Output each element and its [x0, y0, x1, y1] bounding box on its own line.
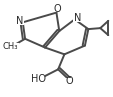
Text: N: N: [74, 13, 81, 23]
Bar: [15, 18, 24, 25]
Text: CH₃: CH₃: [2, 42, 18, 51]
Text: HO: HO: [31, 74, 46, 84]
Bar: [52, 6, 61, 12]
Text: O: O: [65, 76, 73, 86]
Bar: [1, 43, 19, 50]
Text: N: N: [16, 16, 23, 26]
Bar: [65, 78, 73, 85]
Text: O: O: [53, 4, 60, 14]
Bar: [73, 15, 82, 22]
Bar: [32, 75, 45, 82]
